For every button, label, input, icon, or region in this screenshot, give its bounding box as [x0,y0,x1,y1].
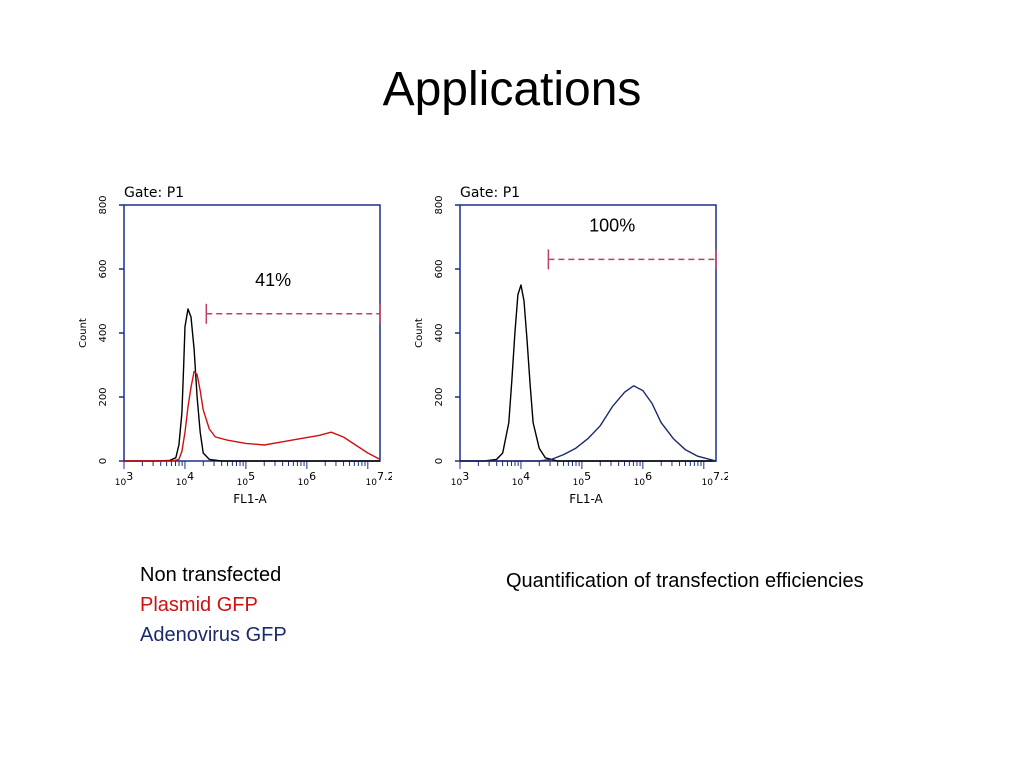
y-tick-label: 200 [434,387,445,406]
y-tick-label: 0 [434,458,445,464]
y-axis-label: Count [78,318,89,348]
series-line-adenovirus-gfp [460,385,717,462]
x-tick-label: 104 [176,470,194,488]
legend-item-non-transfected: Non transfected [140,564,282,586]
legend: Non transfected Plasmid GFP Adenovirus G… [140,560,287,650]
series-line-non-transfected [460,284,716,462]
y-tick-label: 600 [434,259,445,278]
plot-frame [123,204,381,462]
chart-title: Gate: P1 [124,185,184,201]
y-tick-label: 200 [98,387,109,406]
y-axis-label: Count [414,318,425,348]
x-tick-label: 105 [573,470,591,488]
series-line-plasmid-gfp [124,370,381,462]
chart-svg: Gate: P1 0 200 400 600 800 Count 103 104 105 106 10… [414,185,728,506]
y-tick-label: 600 [98,259,109,278]
plot-frame [459,204,717,462]
y-tick-label: 800 [434,195,445,214]
x-tick-label: 103 [451,470,469,488]
x-tick-label: 106 [634,470,652,488]
histogram-chart-non-vs-plasmid: Gate: P1 0 200 400 600 800 Count 103 104 105 106 10… [72,175,392,515]
x-tick-label: 107.2 [702,470,728,488]
legend-item-plasmid-gfp: Plasmid GFP [140,594,258,616]
x-axis-label: FL1-A [233,492,267,506]
legend-item-adenovirus-gfp: Adenovirus GFP [140,624,287,646]
x-tick-label: 104 [512,470,530,488]
x-tick-label: 105 [237,470,255,488]
series-line-non-transfected [124,308,380,462]
y-tick-label: 800 [98,195,109,214]
x-tick-label: 106 [298,470,316,488]
chart-title: Gate: P1 [460,185,520,201]
x-tick-label: 107.2 [366,470,392,488]
gate-percentage-label: 41% [255,270,291,290]
x-tick-label: 103 [115,470,133,488]
gate-percentage-label: 100% [589,215,635,235]
y-tick-label: 400 [434,323,445,342]
histogram-chart-non-vs-adenovirus: Gate: P1 0 200 400 600 800 Count 103 104 105 106 10… [408,175,728,515]
slide-title: Applications [382,63,642,116]
chart-svg: Gate: P1 0 200 400 600 800 Count 103 104 105 106 10… [78,185,392,506]
y-tick-label: 400 [98,323,109,342]
x-axis-label: FL1-A [569,492,603,506]
y-tick-label: 0 [98,458,109,464]
caption: Quantification of transfection efficienc… [506,570,864,592]
